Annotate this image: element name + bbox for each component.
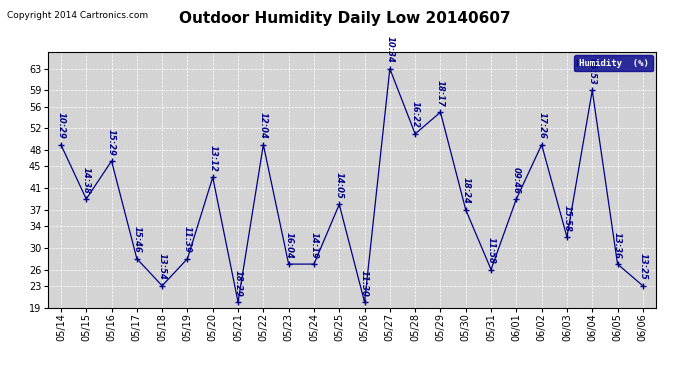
Text: Outdoor Humidity Daily Low 20140607: Outdoor Humidity Daily Low 20140607 [179, 11, 511, 26]
Text: 13:54: 13:54 [157, 254, 167, 280]
Text: 16:22: 16:22 [411, 102, 420, 128]
Text: 11:58: 11:58 [486, 237, 495, 264]
Text: 15:46: 15:46 [132, 226, 141, 253]
Text: 10:29: 10:29 [57, 112, 66, 139]
Text: 11:30: 11:30 [360, 270, 369, 297]
Text: 16:04: 16:04 [284, 232, 293, 258]
Text: 18:29: 18:29 [233, 270, 243, 297]
Text: 13:36: 13:36 [613, 232, 622, 258]
Text: 11:39: 11:39 [183, 226, 192, 253]
Text: 13:12: 13:12 [208, 145, 217, 172]
Text: 15:58: 15:58 [562, 204, 571, 231]
Text: 17:26: 17:26 [537, 112, 546, 139]
Text: 05:53: 05:53 [588, 58, 597, 85]
Legend: Humidity  (%): Humidity (%) [574, 55, 653, 71]
Text: Copyright 2014 Cartronics.com: Copyright 2014 Cartronics.com [7, 11, 148, 20]
Text: 15:29: 15:29 [107, 129, 116, 156]
Text: 14:05: 14:05 [335, 172, 344, 199]
Text: 14:19: 14:19 [309, 232, 319, 258]
Text: 18:17: 18:17 [436, 80, 445, 106]
Text: 10:34: 10:34 [385, 36, 395, 63]
Text: 09:46: 09:46 [512, 166, 521, 194]
Text: 14:38: 14:38 [81, 166, 91, 194]
Text: 18:24: 18:24 [461, 177, 471, 204]
Text: 12:04: 12:04 [259, 112, 268, 139]
Text: 13:25: 13:25 [638, 254, 647, 280]
